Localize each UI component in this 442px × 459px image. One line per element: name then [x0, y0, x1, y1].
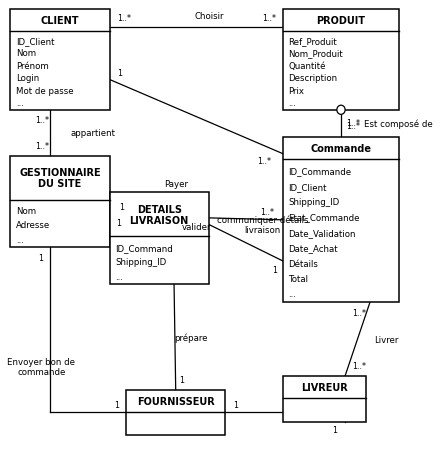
- Text: CLIENT: CLIENT: [41, 16, 79, 26]
- Bar: [110, 193, 209, 285]
- Text: 1: 1: [272, 265, 278, 274]
- Text: 1..*: 1..*: [117, 14, 131, 23]
- Text: 1: 1: [118, 69, 122, 78]
- Text: Prix: Prix: [289, 87, 305, 95]
- Text: Description: Description: [289, 74, 338, 83]
- Text: 1: 1: [116, 218, 121, 227]
- Text: Payer: Payer: [164, 179, 188, 188]
- Text: ...: ...: [289, 290, 297, 299]
- Text: 1..*: 1..*: [347, 122, 360, 131]
- Text: communiquer détails
livraison: communiquer détails livraison: [217, 215, 308, 235]
- Text: DETAILS
LIVRAISON: DETAILS LIVRAISON: [130, 204, 189, 226]
- Text: PRODUIT: PRODUIT: [316, 16, 366, 26]
- Text: Ref_Produit: Ref_Produit: [289, 37, 337, 46]
- Bar: [283, 138, 399, 303]
- Text: Date_Validation: Date_Validation: [289, 229, 356, 237]
- Text: 1..*: 1..*: [36, 116, 50, 125]
- Text: ...: ...: [115, 272, 123, 281]
- Text: Nom: Nom: [16, 207, 36, 216]
- Text: Login: Login: [16, 74, 39, 83]
- Text: Shipping_ID: Shipping_ID: [115, 257, 166, 267]
- Text: 1..*: 1..*: [353, 361, 366, 370]
- Text: 1: 1: [179, 375, 184, 384]
- Text: GESTIONNAIRE
DU SITE: GESTIONNAIRE DU SITE: [19, 168, 101, 189]
- Bar: [283, 10, 399, 111]
- Text: 1: 1: [114, 400, 119, 409]
- Text: 1: 1: [38, 253, 43, 263]
- Text: ...: ...: [16, 99, 24, 108]
- Bar: [11, 10, 110, 111]
- Text: Etat_Commande: Etat_Commande: [289, 213, 360, 222]
- Text: Est composé de: Est composé de: [364, 119, 432, 129]
- Text: 1..*: 1..*: [262, 14, 276, 23]
- Text: 1..*: 1..*: [260, 207, 274, 217]
- Text: Choisir: Choisir: [194, 12, 224, 21]
- Text: 1..*: 1..*: [353, 308, 366, 317]
- Text: LIVREUR: LIVREUR: [301, 382, 348, 392]
- Bar: [126, 390, 225, 436]
- Text: appartient: appartient: [70, 129, 115, 138]
- Text: Date_Achat: Date_Achat: [289, 244, 338, 253]
- Text: Prénom: Prénom: [16, 62, 49, 71]
- Text: ID_Commande: ID_Commande: [289, 167, 352, 176]
- Text: 1..*: 1..*: [36, 142, 50, 151]
- Text: ID_Client: ID_Client: [16, 37, 54, 46]
- Text: 1..*: 1..*: [258, 157, 271, 166]
- Text: Adresse: Adresse: [16, 221, 50, 230]
- Text: 1: 1: [332, 425, 337, 434]
- Circle shape: [337, 106, 345, 115]
- Text: ID_Client: ID_Client: [289, 182, 327, 191]
- Text: Envoyer bon de
commande: Envoyer bon de commande: [8, 357, 76, 376]
- Text: Mot de passe: Mot de passe: [16, 87, 73, 95]
- Text: Shipping_ID: Shipping_ID: [289, 198, 340, 207]
- Text: Nom: Nom: [16, 49, 36, 58]
- Text: Quantité: Quantité: [289, 62, 326, 71]
- Text: valider: valider: [182, 223, 211, 232]
- Bar: [283, 376, 366, 422]
- Text: Livrer: Livrer: [374, 335, 399, 344]
- Text: Total: Total: [289, 274, 309, 283]
- Text: 1: 1: [233, 400, 238, 409]
- Text: 1..*: 1..*: [347, 119, 360, 128]
- Text: ...: ...: [16, 235, 24, 244]
- Text: prépare: prépare: [175, 332, 208, 342]
- Text: 1: 1: [118, 203, 124, 212]
- Text: ...: ...: [289, 99, 297, 108]
- Text: Commande: Commande: [310, 144, 371, 154]
- Bar: [11, 156, 110, 248]
- Text: Nom_Produit: Nom_Produit: [289, 49, 343, 58]
- Text: FOURNISSEUR: FOURNISSEUR: [137, 396, 214, 406]
- Text: ID_Command: ID_Command: [115, 243, 173, 252]
- Text: Détails: Détails: [289, 259, 318, 268]
